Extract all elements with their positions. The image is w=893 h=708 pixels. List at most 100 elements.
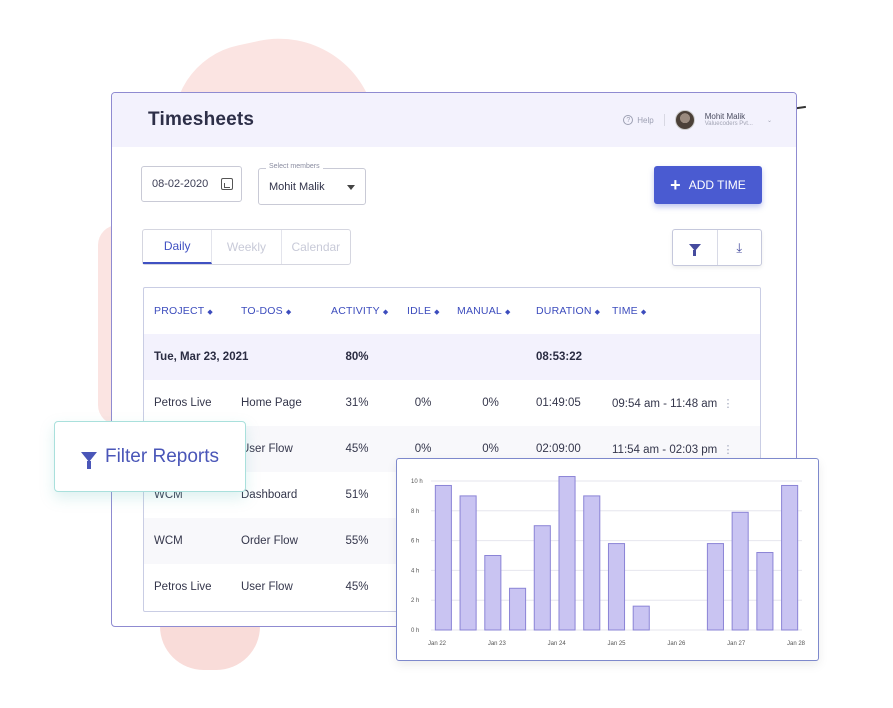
bar[interactable] bbox=[558, 476, 576, 631]
col-label: MANUAL bbox=[457, 305, 502, 317]
add-time-button[interactable]: + ADD TIME bbox=[654, 166, 762, 204]
cell-activity: 51% bbox=[345, 489, 369, 501]
hours-bar-chart: 0 h 2 h 4 h 6 h 8 h 10 h Jan 22 Jan 23 Jan 24 Jan… bbox=[411, 476, 806, 647]
cell-idle: 0% bbox=[414, 397, 432, 409]
date-picker[interactable]: 08-02-2020 bbox=[141, 166, 242, 202]
more-vert-icon[interactable]: ⋮ bbox=[722, 443, 734, 456]
bar[interactable] bbox=[756, 552, 774, 631]
col-project[interactable]: PROJECT ◆ bbox=[144, 305, 241, 317]
y-tick-label: 10 h bbox=[411, 479, 423, 485]
x-tick-label: Jan 27 bbox=[727, 641, 746, 647]
cell-activity: 45% bbox=[345, 581, 369, 593]
tab-daily[interactable]: Daily bbox=[143, 230, 213, 264]
x-tick-label: Jan 26 bbox=[667, 641, 686, 647]
cell-project: Petros Live bbox=[154, 397, 212, 409]
cell-todo: Order Flow bbox=[241, 535, 298, 547]
table-row[interactable]: Petros Live Home Page 31% 0% 0% 01:49:05… bbox=[144, 380, 760, 426]
table-row[interactable]: WCM Dashboard 51% bbox=[144, 472, 760, 518]
cell-project: WCM bbox=[154, 535, 183, 547]
caret-down-icon bbox=[347, 185, 355, 190]
col-label: DURATION bbox=[536, 305, 592, 317]
summary-activity: 80% bbox=[345, 351, 369, 363]
filter-icon bbox=[688, 244, 701, 256]
bar[interactable] bbox=[731, 511, 749, 631]
col-idle[interactable]: IDLE ◆ bbox=[393, 305, 453, 317]
member-select-label: Select members bbox=[266, 163, 323, 170]
y-tick-label: 2 h bbox=[411, 598, 419, 604]
sort-icon: ◆ bbox=[382, 309, 389, 316]
bar[interactable] bbox=[607, 543, 626, 631]
x-tick-label: Jan 23 bbox=[488, 641, 507, 647]
download-button[interactable]: ⤓ bbox=[718, 230, 762, 265]
header-actions: ? Help Mohit Malik Valuecoders Pvt... ⌄ bbox=[623, 110, 772, 130]
bar[interactable] bbox=[484, 555, 502, 631]
sort-icon: ◆ bbox=[640, 309, 647, 316]
col-activity[interactable]: ACTIVITY ◆ bbox=[321, 305, 393, 317]
bar[interactable] bbox=[781, 484, 799, 631]
table-header: PROJECT ◆ TO-DOS ◆ ACTIVITY ◆ IDLE ◆ MANUAL ◆… bbox=[144, 288, 760, 334]
col-manual[interactable]: MANUAL ◆ bbox=[453, 305, 528, 317]
col-label: PROJECT bbox=[154, 305, 205, 317]
table-tools: ⤓ bbox=[672, 229, 762, 266]
bar[interactable] bbox=[434, 484, 452, 631]
more-vert-icon[interactable]: ⋮ bbox=[722, 397, 734, 410]
x-tick-label: Jan 22 bbox=[428, 641, 447, 647]
sort-icon: ◆ bbox=[207, 309, 213, 316]
filter-reports-label: Filter Reports bbox=[104, 445, 220, 467]
filter-icon bbox=[80, 451, 97, 469]
x-tick-label: Jan 24 bbox=[548, 641, 567, 647]
download-icon: ⤓ bbox=[736, 239, 743, 255]
sort-icon: ◆ bbox=[594, 309, 601, 316]
table-row[interactable]: Petros Live User Flow 45% bbox=[144, 564, 760, 610]
y-tick-label: 8 h bbox=[411, 509, 419, 515]
col-time[interactable]: TIME ◆ bbox=[608, 305, 740, 317]
cell-todo: Dashboard bbox=[241, 489, 298, 501]
cell-todo: Home Page bbox=[241, 397, 302, 409]
x-tick-label: Jan 25 bbox=[607, 641, 626, 647]
calendar-icon[interactable] bbox=[221, 178, 233, 190]
tab-weekly[interactable]: Weekly bbox=[212, 230, 282, 264]
bar[interactable] bbox=[632, 605, 650, 631]
chevron-down-icon[interactable]: ⌄ bbox=[766, 117, 772, 124]
time-range: 09:54 am - 11:48 am bbox=[612, 397, 718, 410]
tab-calendar[interactable]: Calendar bbox=[291, 240, 341, 254]
cell-duration: 01:49:05 bbox=[536, 397, 581, 409]
cell-project: WCM bbox=[154, 489, 183, 501]
member-select[interactable]: Select members Mohit Malik bbox=[258, 163, 366, 205]
cell-activity: 55% bbox=[345, 535, 369, 547]
y-tick-label: 0 h bbox=[411, 628, 419, 634]
cell-manual: 0% bbox=[482, 397, 499, 409]
help-label: Help bbox=[637, 115, 654, 125]
col-todos[interactable]: TO-DOS ◆ bbox=[241, 305, 321, 317]
bar[interactable] bbox=[533, 525, 551, 631]
user-name: Mohit Malik bbox=[704, 111, 746, 121]
bar[interactable] bbox=[583, 495, 601, 631]
user-menu[interactable]: Mohit Malik Valuecoders Pvt... bbox=[705, 112, 753, 129]
question-circle-icon: ? bbox=[623, 115, 634, 125]
filter-button[interactable] bbox=[673, 230, 718, 265]
col-label: ACTIVITY bbox=[331, 305, 380, 317]
day-summary-row: Tue, Mar 23, 2021 80% 08:53:22 bbox=[144, 334, 760, 380]
avatar[interactable] bbox=[674, 110, 695, 130]
hours-chart-card: 0 h 2 h 4 h 6 h 8 h 10 h Jan 22 Jan 23 Jan 24 Jan… bbox=[396, 458, 819, 661]
help-link[interactable]: ? Help bbox=[623, 115, 654, 125]
bar[interactable] bbox=[459, 495, 477, 631]
cell-time: 09:54 am - 11:48 am ⋮ bbox=[608, 397, 740, 410]
y-tick-label: 4 h bbox=[411, 568, 419, 574]
summary-date: Tue, Mar 23, 2021 bbox=[154, 351, 249, 363]
x-tick-label: Jan 28 bbox=[787, 641, 806, 647]
bar[interactable] bbox=[706, 543, 724, 631]
add-time-label: ADD TIME bbox=[688, 178, 746, 192]
view-tabs: Daily Weekly Calendar bbox=[142, 229, 351, 265]
cell-todo: User Flow bbox=[241, 581, 293, 593]
filter-reports-card[interactable]: Filter Reports bbox=[54, 421, 246, 492]
cell-time: 11:54 am - 02:03 pm ⋮ bbox=[608, 443, 740, 456]
time-range: 11:54 am - 02:03 pm bbox=[612, 443, 718, 456]
date-value: 08-02-2020 bbox=[152, 178, 209, 190]
sort-icon: ◆ bbox=[504, 309, 511, 316]
cell-todo: User Flow bbox=[241, 443, 293, 455]
bar[interactable] bbox=[509, 587, 527, 631]
col-duration[interactable]: DURATION ◆ bbox=[528, 305, 608, 317]
divider bbox=[663, 114, 665, 126]
cell-manual: 0% bbox=[482, 443, 499, 455]
